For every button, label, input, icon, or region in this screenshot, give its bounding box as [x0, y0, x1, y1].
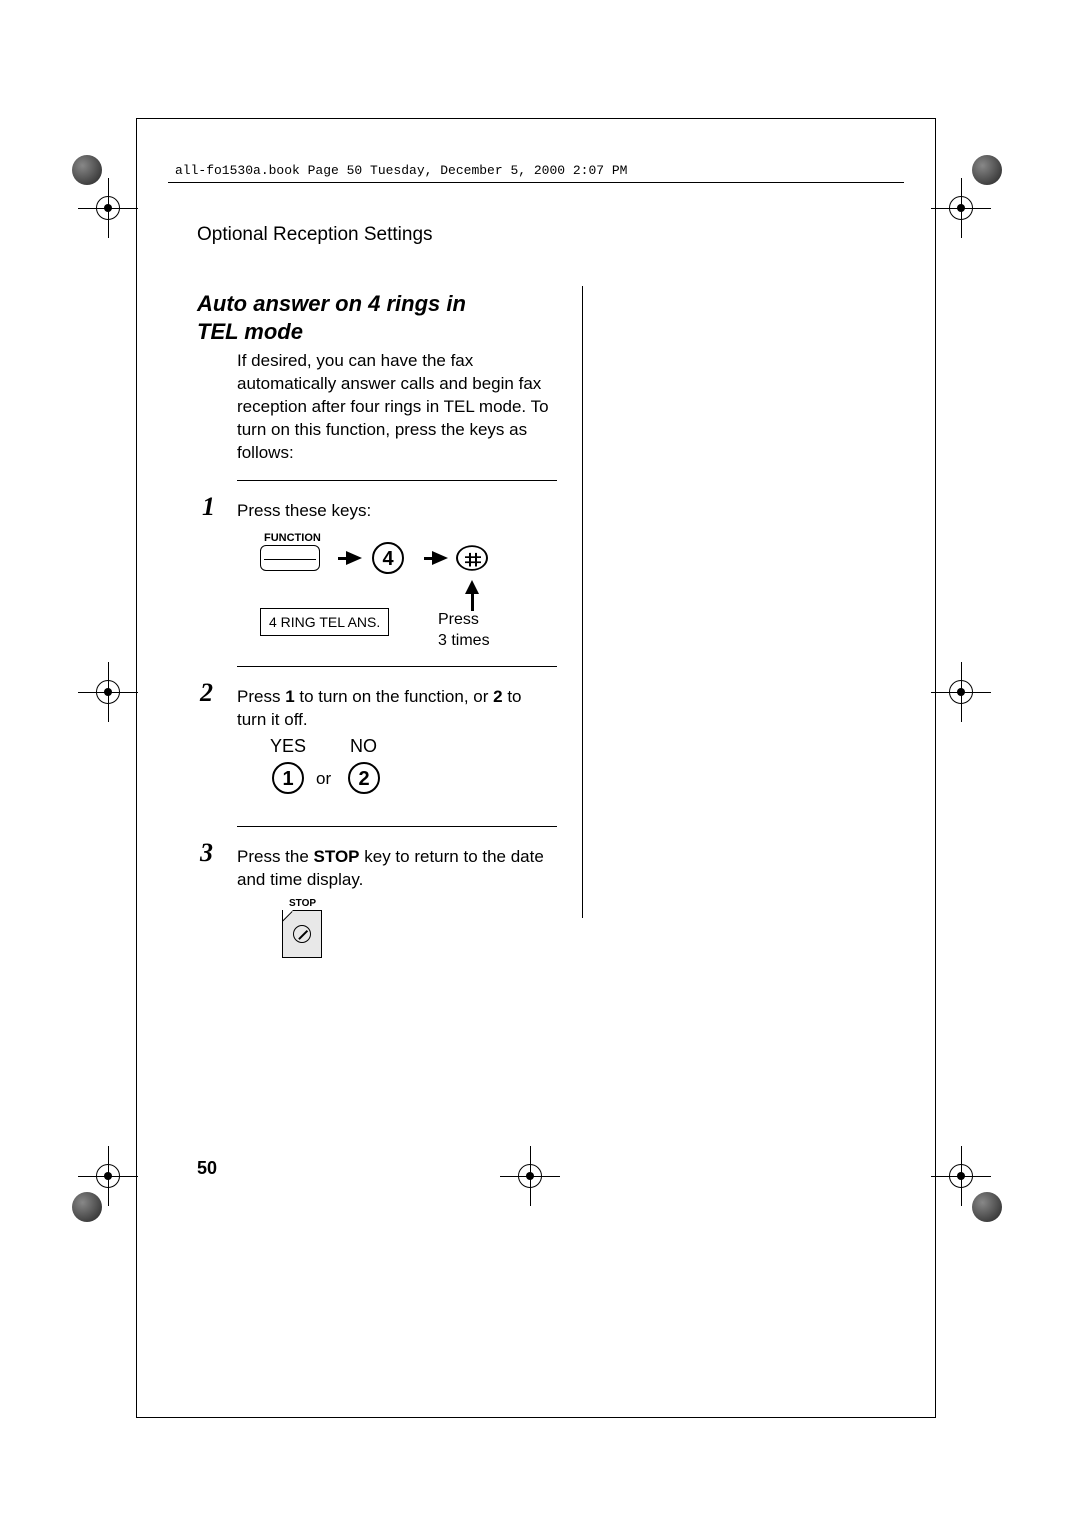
crop-mark	[931, 1146, 991, 1206]
step-text: Press 1 to turn on the function, or 2 to…	[237, 686, 547, 732]
step-divider	[237, 480, 557, 481]
crop-mark	[500, 1146, 560, 1206]
intro-paragraph: If desired, you can have the fax automat…	[237, 350, 557, 465]
key-4-icon: 4	[372, 542, 404, 574]
stop-key-label: STOP	[289, 898, 316, 909]
column-divider	[582, 286, 583, 918]
arrow-up-icon	[465, 580, 479, 594]
no-label: NO	[350, 736, 377, 757]
arrow-right-icon	[432, 551, 448, 565]
key-2-icon: 2	[348, 762, 380, 794]
arrow-right-icon	[346, 551, 362, 565]
page-number: 50	[197, 1158, 217, 1179]
crop-mark	[78, 178, 138, 238]
or-label: or	[316, 769, 331, 789]
step-number: 3	[200, 838, 213, 868]
step-text: Press these keys:	[237, 500, 547, 523]
crop-mark	[78, 662, 138, 722]
crop-mark	[78, 1146, 138, 1206]
press-3-times-label: Press 3 times	[438, 610, 490, 652]
section-header: Optional Reception Settings	[197, 224, 433, 246]
step-text: Press the STOP key to return to the date…	[237, 846, 547, 892]
crop-mark	[931, 662, 991, 722]
lcd-display: 4 RING TEL ANS.	[260, 608, 389, 636]
step-divider	[237, 666, 557, 667]
function-key-icon	[260, 545, 320, 571]
header-rule	[168, 182, 904, 183]
crop-mark	[931, 178, 991, 238]
step-divider	[237, 826, 557, 827]
function-key-label: FUNCTION	[264, 532, 321, 544]
hash-key-icon	[456, 545, 488, 571]
header-meta: all-fo1530a.book Page 50 Tuesday, Decemb…	[175, 163, 627, 178]
step-number: 2	[200, 678, 213, 708]
heading: Auto answer on 4 rings in TEL mode	[197, 290, 507, 345]
stop-key-icon	[282, 910, 322, 958]
step-number: 1	[202, 492, 215, 522]
key-1-icon: 1	[272, 762, 304, 794]
yes-label: YES	[270, 736, 306, 757]
